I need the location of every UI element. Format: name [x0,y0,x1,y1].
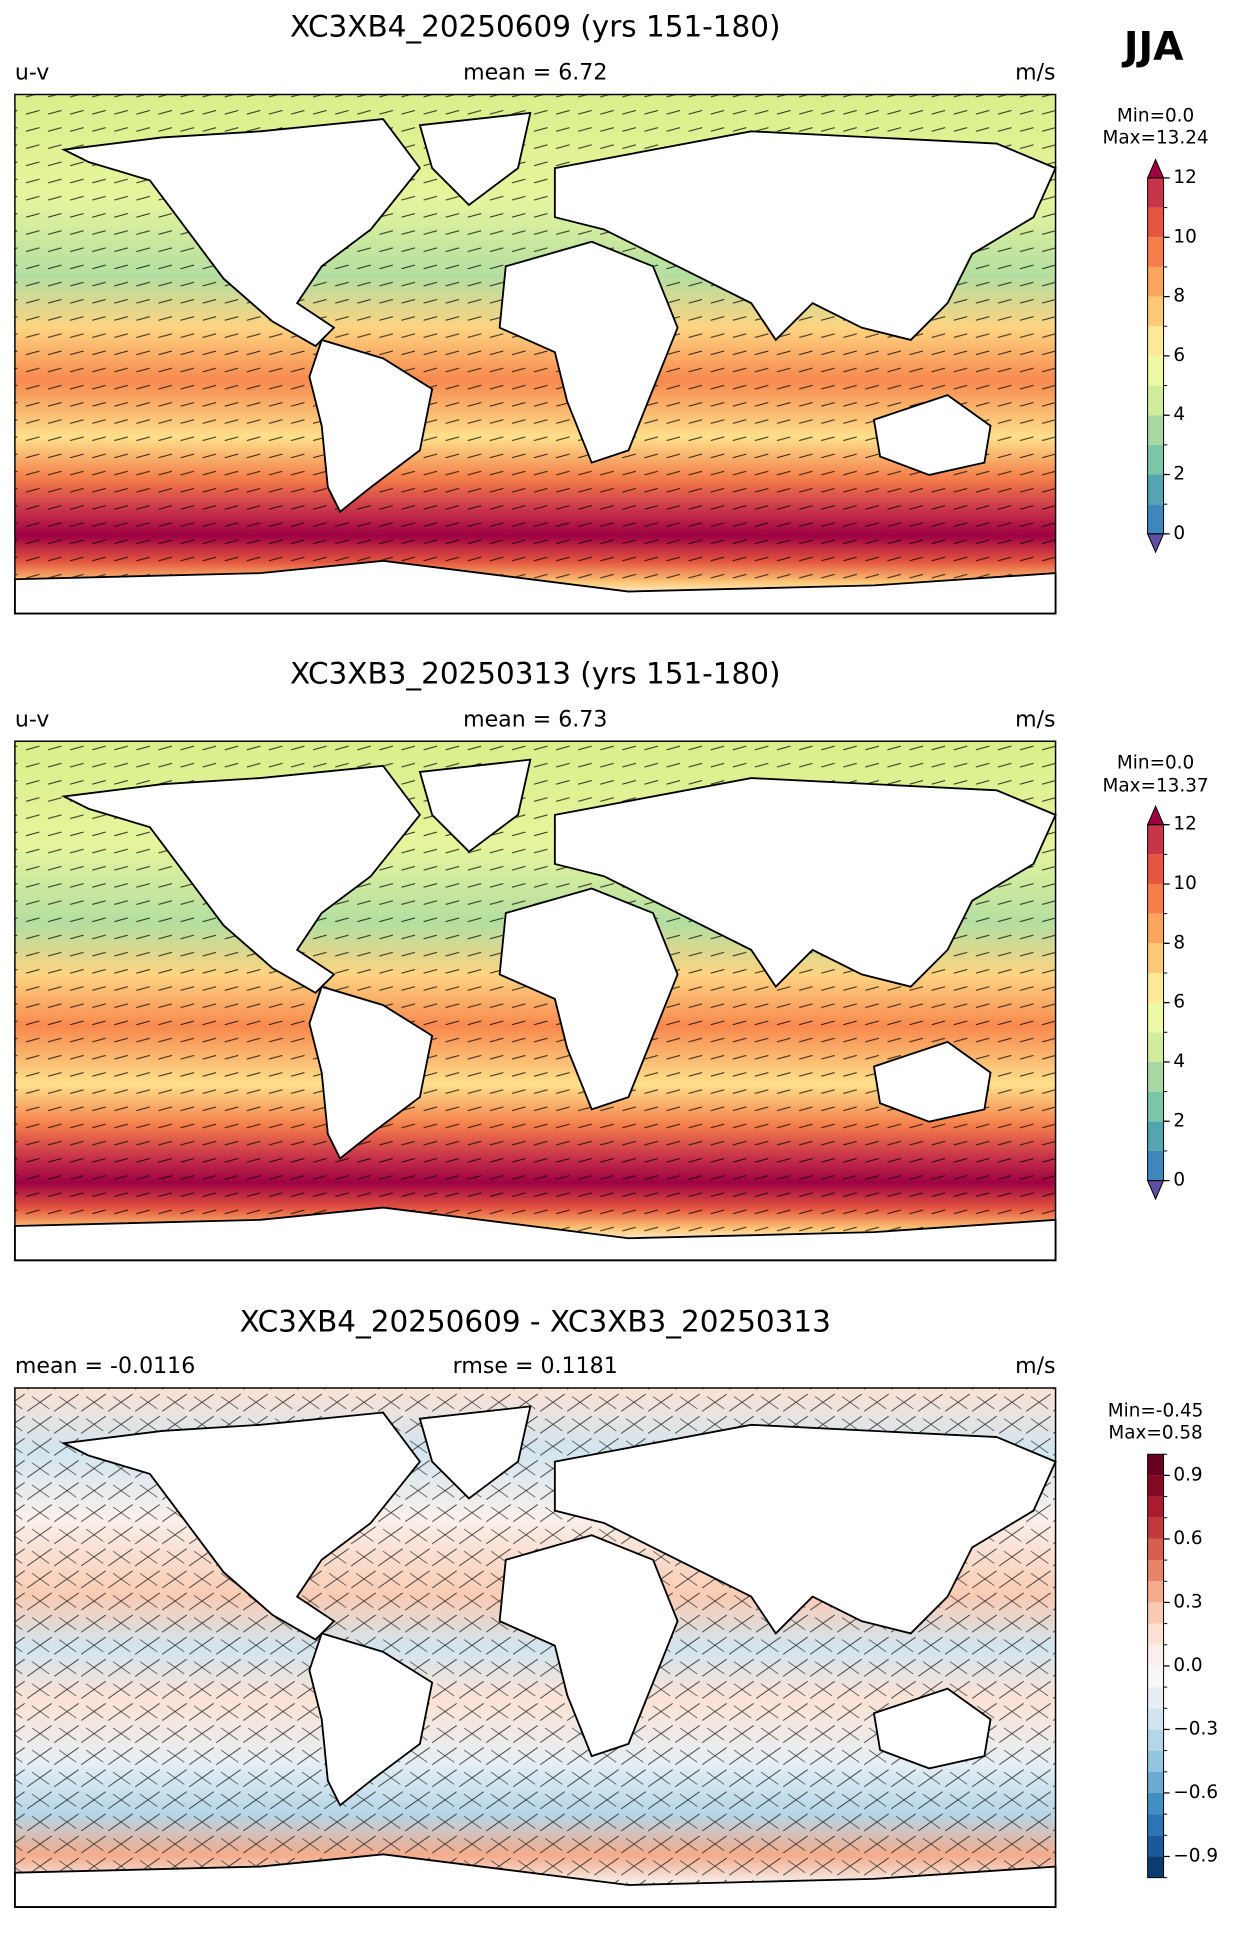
colorbar-bin [1147,1729,1164,1751]
colorbar-tick-label: 8 [1173,932,1185,953]
colorbar-bin [1147,1454,1164,1476]
colorbar-tick-label: 0 [1173,1170,1185,1191]
min-label: Min=0.0 [1117,106,1194,127]
colorbar-bin [1147,474,1164,505]
colorbar-bin [1147,1623,1164,1645]
colorbar-bin [1147,177,1164,208]
colorbar-bin [1147,1150,1164,1181]
panel-units: m/s [1015,61,1055,86]
colorbar-bin [1147,444,1164,475]
colorbar-bin [1147,1644,1164,1666]
colorbar-extend-over [1146,158,1165,179]
min-label: Min=-0.45 [1108,1400,1204,1421]
colorbar-tick-label: 6 [1173,992,1185,1013]
colorbar-tick-label: 10 [1173,873,1196,894]
colorbar-tick-label: 0.3 [1173,1591,1202,1612]
colorbar-tick-label: 0 [1173,523,1185,544]
colorbar-bin [1147,415,1164,445]
colorbar-bin [1147,1475,1164,1497]
season-label: JJA [1121,25,1184,70]
colorbar-bin [1147,1771,1164,1793]
max-label: Max=0.58 [1108,1422,1202,1443]
colorbar-tick-label: 10 [1173,226,1196,247]
colorbar-bin [1147,326,1164,356]
panel-left-label: u-v [15,707,49,732]
colorbar-bin [1147,355,1164,386]
panel-left-label: u-v [15,61,49,86]
colorbar-bin [1147,296,1164,327]
colorbar-tick-label: 4 [1173,1051,1185,1072]
colorbar-bin [1147,266,1164,297]
colorbar-tick-label: 2 [1173,1110,1185,1131]
colorbar-bin [1147,1708,1164,1730]
max-label: Max=13.37 [1103,776,1209,797]
colorbar-bin [1147,1792,1164,1815]
map-frame [14,1387,1057,1908]
colorbar-tick-label: −0.9 [1173,1845,1218,1866]
colorbar-bin [1147,884,1164,914]
colorbar-extend-under [1146,1180,1165,1201]
colorbar-bin [1147,1121,1164,1151]
panel-title: XC3XB4_20250609 (yrs 151-180) [290,10,780,44]
colorbar-bin [1147,1835,1164,1857]
colorbar-bin [1147,504,1164,534]
colorbar-tick-label: 2 [1173,464,1185,485]
colorbar-bin [1147,385,1164,416]
colorbar-bin [1147,1560,1164,1582]
panel-center-label: mean = 6.73 [463,707,607,732]
panel-units: m/s [1015,1354,1055,1379]
colorbar-bin [1147,1665,1164,1688]
colorbar-bin [1147,1061,1164,1092]
colorbar-bin [1147,1750,1164,1772]
colorbar-bin [1147,1091,1164,1122]
colorbar-bin [1147,1002,1164,1033]
colorbar-bin [1147,1581,1164,1603]
colorbar-bin [1147,1856,1164,1878]
colorbar-bin [1147,913,1164,944]
colorbar-tick-label: 6 [1173,345,1185,366]
colorbar-bin [1147,1496,1164,1518]
colorbar-extend-over [1146,805,1165,826]
colorbar-tick-label: 0.0 [1173,1655,1202,1676]
colorbar-bin [1147,1538,1164,1561]
min-label: Min=0.0 [1117,752,1194,773]
colorbar-tick-label: 8 [1173,286,1185,307]
panel-units: m/s [1015,707,1055,732]
colorbar-bin [1147,972,1164,1003]
colorbar-tick-label: 12 [1173,814,1196,835]
max-label: Max=13.24 [1103,128,1209,149]
panel-title: XC3XB3_20250313 (yrs 151-180) [290,656,780,690]
colorbar-bin [1147,1517,1164,1539]
panel-title: XC3XB4_20250609 - XC3XB3_20250313 [240,1304,831,1338]
map-frame [14,740,1057,1262]
colorbar-tick-label: 12 [1173,167,1196,188]
colorbar-tick-label: 0.6 [1173,1528,1202,1549]
colorbar-bin [1147,1687,1164,1709]
colorbar-bin [1147,237,1164,267]
colorbar-bin [1147,824,1164,855]
colorbar-bin [1147,207,1164,238]
colorbar-bin [1147,1602,1164,1624]
colorbar-tick-label: 4 [1173,404,1185,425]
colorbar-bin [1147,1032,1164,1062]
colorbar-bin [1147,854,1164,885]
colorbar-bin [1147,943,1164,973]
colorbar-tick-label: −0.6 [1173,1782,1218,1803]
colorbar-bin [1147,1814,1164,1836]
map-frame [14,93,1057,615]
panel-left-label: mean = -0.0116 [15,1354,195,1379]
colorbar-tick-label: 0.9 [1173,1464,1202,1485]
colorbar-extend-under [1146,533,1165,554]
colorbar-tick-label: −0.3 [1173,1718,1218,1739]
panel-center-label: rmse = 0.1181 [453,1354,618,1379]
panel-center-label: mean = 6.72 [463,61,607,86]
